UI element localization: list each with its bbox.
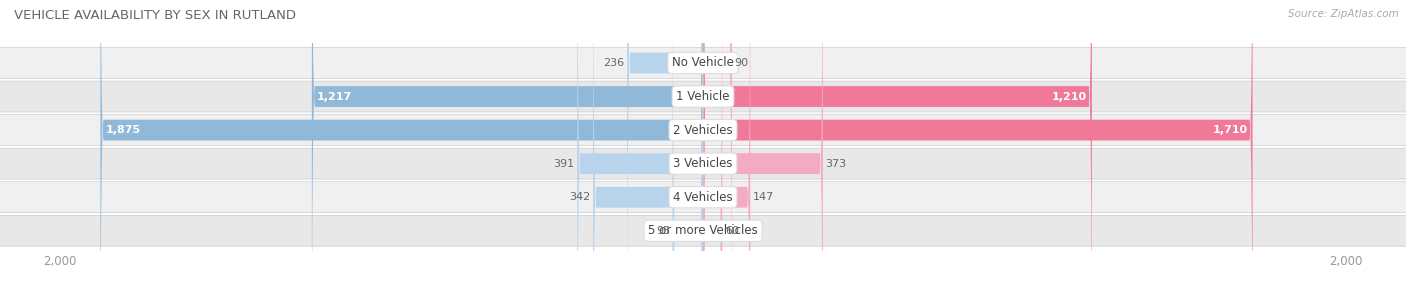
Text: 90: 90	[734, 58, 748, 68]
Text: 2 Vehicles: 2 Vehicles	[673, 124, 733, 136]
FancyBboxPatch shape	[0, 115, 1406, 146]
Text: 1,217: 1,217	[316, 91, 352, 102]
Text: No Vehicle: No Vehicle	[672, 57, 734, 69]
FancyBboxPatch shape	[0, 182, 1406, 213]
FancyBboxPatch shape	[0, 81, 1406, 112]
FancyBboxPatch shape	[312, 0, 703, 306]
Text: 1 Vehicle: 1 Vehicle	[676, 90, 730, 103]
Text: 1,875: 1,875	[105, 125, 141, 135]
Text: 342: 342	[569, 192, 591, 202]
FancyBboxPatch shape	[703, 0, 823, 306]
FancyBboxPatch shape	[703, 0, 723, 306]
FancyBboxPatch shape	[0, 47, 1406, 78]
FancyBboxPatch shape	[0, 148, 1406, 179]
Text: 1,710: 1,710	[1212, 125, 1247, 135]
Text: 95: 95	[655, 226, 669, 236]
FancyBboxPatch shape	[100, 0, 703, 306]
Text: 147: 147	[752, 192, 775, 202]
Text: 4 Vehicles: 4 Vehicles	[673, 191, 733, 204]
Text: 3 Vehicles: 3 Vehicles	[673, 157, 733, 170]
Text: 5 or more Vehicles: 5 or more Vehicles	[648, 224, 758, 237]
Text: Source: ZipAtlas.com: Source: ZipAtlas.com	[1288, 9, 1399, 19]
Text: 1,210: 1,210	[1052, 91, 1087, 102]
Text: 236: 236	[603, 58, 624, 68]
FancyBboxPatch shape	[703, 0, 751, 306]
Text: 391: 391	[554, 159, 575, 169]
Text: 373: 373	[825, 159, 846, 169]
FancyBboxPatch shape	[578, 0, 703, 306]
FancyBboxPatch shape	[0, 215, 1406, 246]
FancyBboxPatch shape	[703, 0, 733, 306]
FancyBboxPatch shape	[703, 0, 1092, 306]
Text: 60: 60	[725, 226, 740, 236]
FancyBboxPatch shape	[703, 0, 1253, 306]
FancyBboxPatch shape	[672, 0, 703, 306]
FancyBboxPatch shape	[593, 0, 703, 306]
Text: VEHICLE AVAILABILITY BY SEX IN RUTLAND: VEHICLE AVAILABILITY BY SEX IN RUTLAND	[14, 9, 297, 22]
FancyBboxPatch shape	[627, 0, 703, 306]
